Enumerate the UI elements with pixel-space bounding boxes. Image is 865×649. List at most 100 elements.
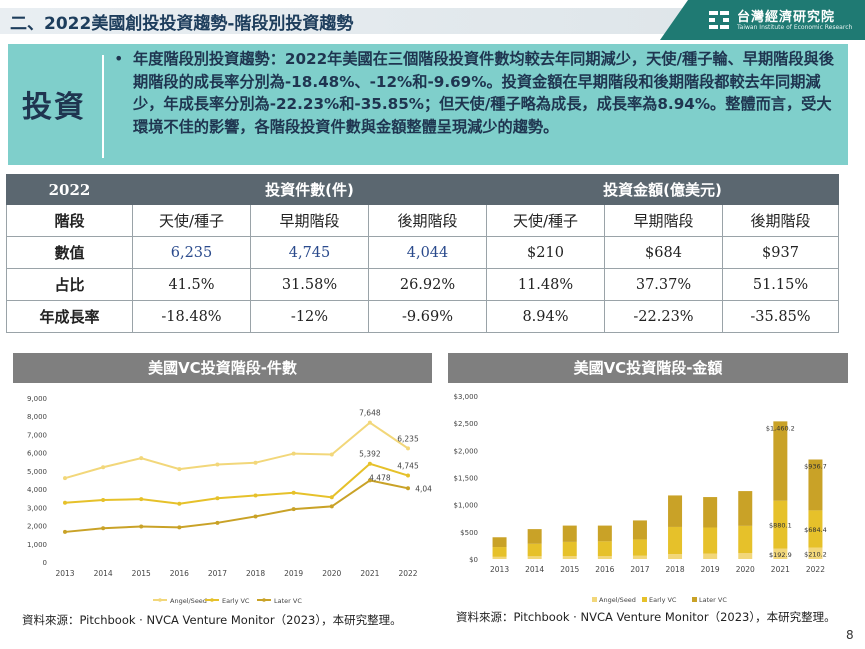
data-label: 7,648: [359, 409, 381, 418]
table-cell: 後期階段: [722, 204, 839, 237]
table-cell: 天使/種子: [132, 204, 251, 237]
bar-segment: [668, 495, 683, 527]
y-tick-label: $1,500: [454, 475, 479, 483]
data-label: $936.7: [804, 462, 827, 470]
table-cell: -9.69%: [368, 300, 487, 333]
logo-icon: [709, 11, 729, 29]
data-point: [291, 507, 296, 512]
table-cell: 早期階段: [604, 204, 723, 237]
y-tick-label: 4,000: [27, 486, 47, 494]
bar-segment: [773, 500, 788, 549]
data-point: [215, 496, 220, 501]
y-tick-label: 6,000: [27, 450, 47, 458]
legend-marker: [158, 598, 162, 602]
chart-title-amount: 美國VC投資階段-金額: [448, 353, 848, 383]
table-cell: -22.23%: [604, 300, 723, 333]
logo-text-cn: 台灣經濟研究院: [737, 10, 836, 25]
legend-swatch: [592, 597, 597, 602]
table-cell: 26.92%: [368, 268, 487, 301]
x-tick-label: 2015: [560, 565, 579, 574]
table-cell: -12%: [250, 300, 369, 333]
bar-segment: [632, 539, 647, 556]
bar-segment: [703, 497, 718, 528]
header: 二、2022美國創投投資趨勢-階段別投資趨勢 台灣經濟研究院 Taiwan In…: [0, 0, 865, 40]
bar-segment: [668, 526, 683, 555]
table-cell: $210: [486, 236, 605, 269]
table-cell: $937: [722, 236, 839, 269]
x-tick-label: 2019: [701, 565, 720, 574]
y-tick-label: 5,000: [27, 468, 47, 476]
table-header-row: 2022 投資件數(件) 投資金額(億美元): [6, 174, 839, 205]
bar-segment: [527, 529, 542, 544]
bar-segment: [562, 541, 577, 557]
bar-segment: [632, 520, 647, 540]
data-point: [329, 504, 334, 509]
bar-segment: [703, 553, 718, 559]
bar-segment: [597, 541, 612, 557]
x-tick-label: 2021: [771, 565, 790, 574]
bar-segment: [773, 548, 788, 559]
data-point: [139, 524, 144, 529]
header-bar: [0, 8, 690, 34]
line-chart-count: 0 1,000 2,000 3,000 4,000 5,000 6,000 7,000 8,00…: [27, 395, 432, 605]
table-cell: 4,745: [250, 236, 369, 269]
bar-segment: [668, 554, 683, 559]
logo-text-en: Taiwan Institute of Economic Research: [737, 24, 853, 31]
data-point: [177, 467, 182, 472]
x-tick-label: 2016: [595, 565, 614, 574]
table-cell: 41.5%: [132, 268, 251, 301]
bar-segment: [492, 547, 507, 557]
data-point: [177, 501, 182, 506]
table-group-amount: 投資金額(億美元): [486, 174, 839, 205]
data-point: [367, 478, 372, 483]
y-tick-label: $500: [460, 529, 478, 537]
y-tick-label: $3,000: [454, 393, 479, 401]
table-cell: 31.58%: [250, 268, 369, 301]
data-label: $880.1: [769, 522, 792, 530]
data-point: [101, 526, 106, 531]
chart-title-count: 美國VC投資階段-件數: [13, 353, 432, 383]
x-tick-label: 2022: [398, 569, 417, 578]
data-point: [367, 420, 372, 425]
table-cell: 51.15%: [722, 268, 839, 301]
page-number: 8: [846, 628, 854, 642]
data-label: $192.9: [769, 551, 792, 559]
bar-segment: [632, 555, 647, 559]
x-tick-label: 2018: [246, 569, 265, 578]
table-cell: 早期階段: [250, 204, 369, 237]
intro-label: 投資: [22, 90, 86, 125]
data-label: 4,478: [369, 473, 391, 482]
table-row: 數值 6,235 4,745 4,044 $210 $684 $937: [6, 236, 839, 269]
data-point: [215, 520, 220, 525]
data-point: [63, 476, 67, 481]
intro-text: 年度階段別投資趨勢：2022年美國在三個階段投資件數均較去年同期減少，天使/種子…: [133, 50, 834, 136]
data-point: [101, 498, 106, 503]
y-tick-label: $1,000: [454, 502, 479, 510]
series-line: [64, 479, 409, 533]
bar-segment: [492, 537, 507, 548]
y-tick-label: 8,000: [27, 413, 47, 421]
data-point: [406, 446, 410, 451]
legend-label: Angel/Seed: [170, 597, 207, 605]
x-tick-label: 2015: [132, 569, 151, 578]
data-point: [329, 495, 334, 500]
x-tick-label: 2019: [284, 569, 303, 578]
data-point: [63, 529, 67, 534]
x-tick-label: 2018: [666, 565, 685, 574]
data-point: [139, 497, 144, 502]
x-tick-label: 2013: [490, 565, 509, 574]
data-label: $1,460.2: [766, 424, 795, 432]
x-tick-label: 2013: [55, 569, 74, 578]
stage-table: 2022 投資件數(件) 投資金額(億美元) 階段 天使/種子 早期階段 後期階…: [6, 174, 839, 333]
page-title: 二、2022美國創投投資趨勢-階段別投資趨勢: [10, 14, 354, 34]
table-cell: 天使/種子: [486, 204, 605, 237]
table-cell: 4,044: [368, 236, 487, 269]
x-tick-label: 2014: [94, 569, 113, 578]
legend-marker: [210, 598, 214, 602]
x-tick-label: 2020: [322, 569, 341, 578]
bar-segment: [773, 421, 788, 501]
source-note-1: 資料來源：Pitchbook · NVCA Venture Monitor（20…: [22, 613, 402, 627]
intro-box: [8, 44, 848, 165]
logo-background: [660, 0, 865, 40]
data-point: [101, 465, 106, 470]
